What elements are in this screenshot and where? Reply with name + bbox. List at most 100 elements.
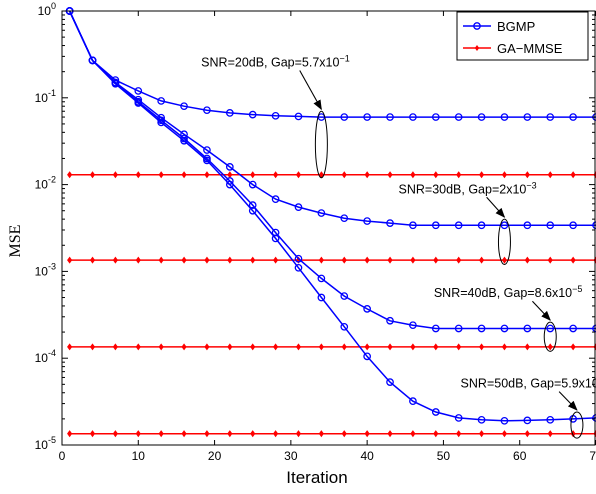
data-point	[478, 256, 485, 264]
legend-label: GA−MMSE	[497, 41, 563, 56]
data-point	[409, 221, 417, 230]
data-point	[340, 292, 349, 300]
data-point	[454, 221, 463, 230]
data-point	[547, 430, 553, 438]
data-point	[364, 430, 370, 438]
data-point	[570, 256, 576, 264]
data-point	[456, 430, 462, 438]
data-point	[227, 171, 233, 179]
x-tick-label: 70	[589, 449, 596, 463]
data-point	[317, 209, 326, 217]
data-point	[477, 415, 486, 424]
data-point	[501, 343, 508, 351]
data-point	[386, 316, 394, 325]
y-tick-label: 10-3	[35, 261, 56, 278]
data-point	[341, 171, 347, 179]
data-point	[410, 256, 416, 264]
data-point	[363, 352, 371, 361]
legend-box	[456, 11, 589, 61]
data-point	[410, 343, 416, 351]
y-axis-label: MSE	[7, 225, 24, 258]
data-point	[501, 430, 508, 438]
data-point	[248, 201, 257, 209]
data-point	[523, 113, 532, 121]
data-point	[295, 430, 302, 438]
data-point	[248, 180, 257, 189]
data-point	[547, 343, 553, 351]
data-point	[67, 343, 73, 351]
data-point	[547, 171, 553, 179]
data-point	[181, 171, 187, 179]
data-point	[524, 256, 530, 264]
data-point	[569, 324, 577, 333]
data-point	[294, 203, 303, 211]
data-point	[524, 343, 530, 351]
x-tick-label: 0	[59, 449, 66, 463]
data-point	[340, 322, 349, 331]
data-point	[386, 378, 394, 386]
data-point	[500, 324, 509, 333]
data-point	[158, 171, 164, 179]
data-point	[478, 171, 485, 179]
data-point	[500, 113, 509, 121]
data-point	[409, 113, 417, 121]
data-point	[387, 171, 393, 179]
data-point	[181, 343, 187, 351]
data-point	[363, 305, 371, 313]
x-tick-label: 60	[513, 449, 527, 463]
plot-lines	[65, 7, 596, 438]
data-point	[134, 99, 143, 107]
data-point	[225, 163, 234, 171]
data-point	[364, 343, 370, 351]
data-point	[225, 180, 234, 189]
data-point	[227, 343, 233, 351]
data-point	[158, 343, 164, 351]
data-point	[569, 113, 577, 121]
data-point	[433, 256, 439, 264]
data-point	[409, 321, 417, 330]
data-point	[134, 87, 143, 95]
plot-frame	[61, 10, 596, 446]
data-point	[135, 430, 141, 438]
data-point	[135, 343, 141, 351]
data-point	[203, 106, 211, 115]
data-point	[456, 256, 462, 264]
data-point	[546, 415, 555, 424]
x-tick-label: 20	[208, 449, 222, 463]
data-point	[546, 113, 555, 121]
y-tick-label: 100	[38, 1, 56, 18]
annotation-label: SNR=50dB, Gap=5.9x10−6	[461, 375, 596, 391]
annotation-label: SNR=20dB, Gap=5.7x10−1	[201, 54, 350, 70]
data-point	[295, 343, 302, 351]
data-point	[203, 156, 211, 165]
data-point	[454, 414, 463, 422]
data-point	[294, 263, 303, 272]
data-point	[180, 136, 188, 145]
x-axis-label: Iteration	[286, 468, 347, 487]
data-point	[89, 430, 96, 438]
data-point	[204, 171, 210, 179]
data-point	[340, 113, 349, 121]
data-point	[181, 256, 187, 264]
data-point	[250, 171, 256, 179]
data-point	[523, 416, 532, 425]
legend-marker	[473, 22, 481, 30]
data-point	[317, 293, 326, 302]
data-point	[386, 113, 394, 121]
data-point	[112, 256, 118, 264]
data-point	[431, 324, 440, 333]
data-point	[157, 97, 166, 105]
data-point	[248, 206, 257, 215]
data-point	[271, 195, 280, 203]
data-point	[89, 171, 96, 179]
data-point	[112, 343, 118, 351]
data-point	[546, 324, 555, 333]
y-tick-label: 10-4	[35, 348, 56, 365]
annotation-ellipse	[570, 411, 584, 439]
data-point	[111, 79, 120, 88]
y-tick-label: 10-1	[35, 88, 56, 105]
data-point	[294, 254, 303, 263]
data-point	[204, 430, 210, 438]
data-point	[524, 430, 530, 438]
data-point	[204, 256, 210, 264]
